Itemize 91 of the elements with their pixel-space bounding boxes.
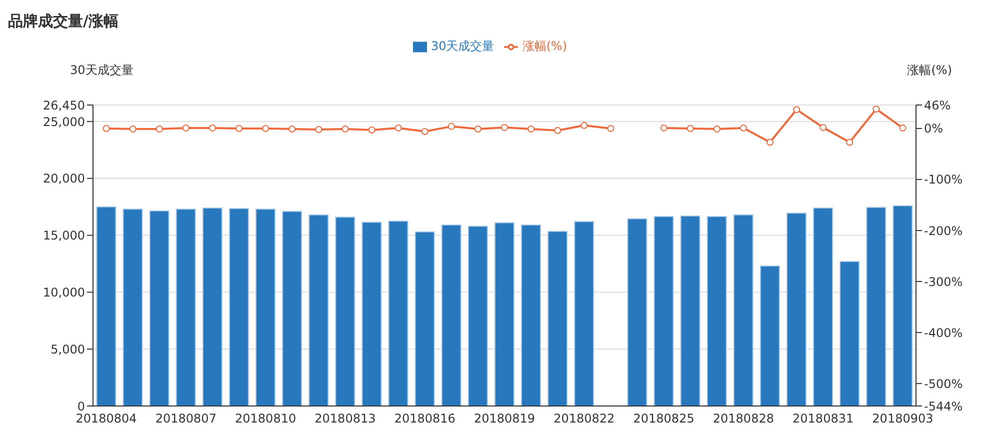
y-tick-label: 15,000	[43, 228, 85, 243]
point	[607, 124, 614, 132]
point	[740, 124, 747, 132]
bar	[840, 260, 860, 406]
legend-label: 涨幅(%)	[522, 39, 568, 53]
point	[899, 124, 906, 132]
point	[394, 124, 402, 132]
y-tick-label: 0	[77, 399, 85, 414]
point	[236, 124, 243, 132]
y2-tick-label: 46%	[924, 98, 951, 112]
point	[182, 124, 190, 132]
chart-title: 品牌成交量/涨幅	[8, 12, 118, 31]
y2-tick-label: -544%	[924, 399, 963, 414]
bar	[388, 220, 408, 406]
point	[288, 125, 296, 132]
point	[820, 124, 827, 131]
bar	[706, 216, 727, 406]
bar	[680, 215, 700, 406]
point	[660, 124, 668, 132]
bar	[866, 206, 886, 406]
point	[156, 125, 163, 132]
bar	[574, 221, 594, 406]
bar	[282, 210, 302, 406]
point	[474, 125, 482, 132]
x-tick-label: 20180828	[712, 412, 774, 426]
bar	[494, 222, 514, 406]
bar	[362, 222, 382, 406]
point	[262, 124, 270, 132]
point	[129, 125, 136, 132]
bar	[122, 208, 143, 406]
x-tick-label: 20180825	[633, 412, 694, 426]
point	[793, 106, 800, 114]
y-tick-label: 26,450	[43, 98, 85, 112]
point	[501, 124, 508, 131]
bar	[256, 208, 276, 406]
point	[421, 128, 428, 136]
bar	[627, 218, 648, 406]
y2-axis-title: 涨幅(%)	[907, 62, 952, 79]
bar	[786, 212, 806, 406]
x-tick-label: 20180831	[792, 412, 854, 426]
bar	[520, 224, 541, 406]
y-tick-label: 10,000	[43, 285, 85, 300]
point	[766, 138, 774, 146]
bar	[548, 230, 568, 406]
x-tick-label: 20180819	[474, 412, 536, 426]
bar	[760, 266, 780, 406]
x-tick-label: 20180807	[155, 412, 216, 426]
point	[102, 124, 110, 132]
x-tick-label: 20180810	[235, 412, 296, 426]
y-tick-label: 25,000	[43, 114, 85, 129]
point	[368, 126, 376, 134]
bar	[308, 214, 329, 406]
point	[448, 122, 455, 130]
legend-label: 30天成交量	[430, 39, 494, 53]
y-axis-title: 30天成交量	[70, 62, 134, 79]
y2-tick-label: -300%	[924, 274, 963, 289]
y2-tick-label: -100%	[924, 172, 963, 187]
bar	[96, 206, 116, 406]
y2-tick-label: 0%	[924, 122, 944, 136]
x-tick-label: 20180804	[76, 412, 137, 426]
bar	[468, 226, 488, 406]
x-tick-label: 20180813	[314, 412, 376, 426]
point	[528, 125, 535, 132]
point	[686, 124, 694, 132]
y2-tick-label: -200%	[924, 224, 963, 238]
bar	[176, 208, 196, 406]
x-tick-label: 20180903	[872, 412, 934, 426]
y2-tick-label: -400%	[924, 326, 963, 340]
bar	[335, 216, 356, 406]
bar	[813, 207, 834, 406]
point	[342, 125, 349, 132]
point	[554, 127, 562, 134]
bar	[228, 208, 249, 406]
bar	[733, 214, 754, 406]
y-tick-label: 5,000	[50, 342, 85, 356]
bar	[654, 216, 674, 406]
point	[846, 138, 854, 146]
x-tick-label: 20180822	[554, 412, 615, 426]
bar	[414, 231, 435, 406]
bar	[441, 224, 462, 406]
point	[315, 126, 322, 133]
x-tick-label: 20180816	[394, 412, 456, 426]
bar	[149, 210, 170, 406]
bar	[892, 205, 913, 406]
bar	[202, 207, 222, 406]
point	[713, 125, 720, 132]
point	[580, 122, 588, 129]
y-tick-label: 20,000	[43, 172, 85, 186]
y2-tick-label: -500%	[924, 376, 963, 391]
point	[208, 124, 216, 132]
point	[872, 106, 880, 113]
